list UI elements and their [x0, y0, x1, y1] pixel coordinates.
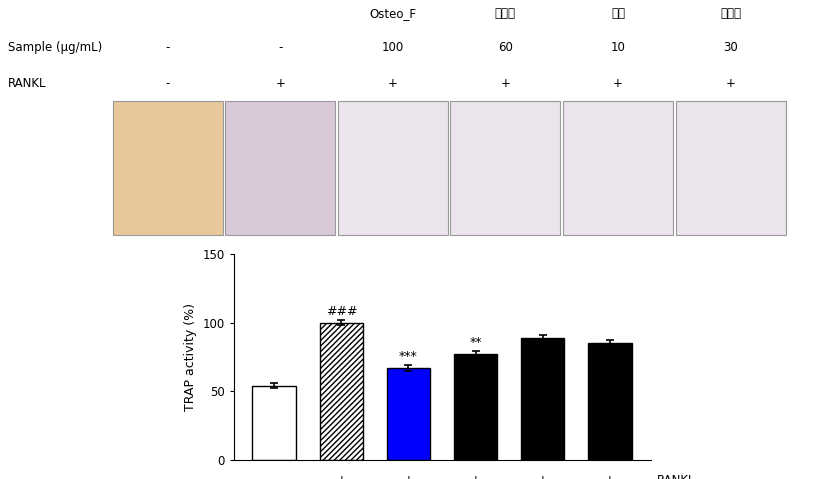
Text: +: +	[726, 77, 736, 91]
Text: +: +	[388, 77, 398, 91]
Text: 60: 60	[498, 41, 513, 55]
Text: 30: 30	[723, 41, 738, 55]
Bar	[387, 368, 430, 460]
Text: +: +	[470, 474, 480, 479]
Bar	[319, 322, 363, 460]
Text: -: -	[165, 41, 170, 55]
Bar	[253, 386, 296, 460]
Text: Osteo_F: Osteo_F	[369, 7, 416, 20]
Bar	[113, 101, 223, 235]
Text: +: +	[538, 474, 548, 479]
Text: +: +	[605, 474, 615, 479]
Bar	[338, 101, 448, 235]
Text: +: +	[275, 77, 285, 91]
Text: -: -	[278, 41, 283, 55]
Text: 10: 10	[610, 41, 626, 55]
Text: 구기자: 구기자	[720, 7, 741, 20]
Text: +: +	[404, 474, 414, 479]
Text: RANKL: RANKL	[8, 77, 47, 91]
Bar	[588, 343, 631, 460]
Text: +: +	[336, 474, 346, 479]
Text: -: -	[165, 77, 170, 91]
Bar	[521, 338, 565, 460]
Text: ***: ***	[399, 350, 418, 363]
Text: **: **	[470, 336, 482, 349]
Y-axis label: TRAP activity (%): TRAP activity (%)	[183, 303, 197, 411]
Text: +: +	[500, 77, 510, 91]
Text: RANKL: RANKL	[656, 474, 696, 479]
Text: ###: ###	[325, 306, 357, 319]
Bar	[450, 101, 560, 235]
Bar	[563, 101, 673, 235]
Text: 오미자: 오미자	[495, 7, 516, 20]
Text: 100: 100	[382, 41, 404, 55]
Bar	[225, 101, 335, 235]
Bar	[676, 101, 786, 235]
Text: -: -	[272, 474, 276, 479]
Text: +: +	[613, 77, 623, 91]
Text: Sample (μg/mL): Sample (μg/mL)	[8, 41, 103, 55]
Bar	[454, 354, 497, 460]
Text: 두충: 두충	[611, 7, 625, 20]
